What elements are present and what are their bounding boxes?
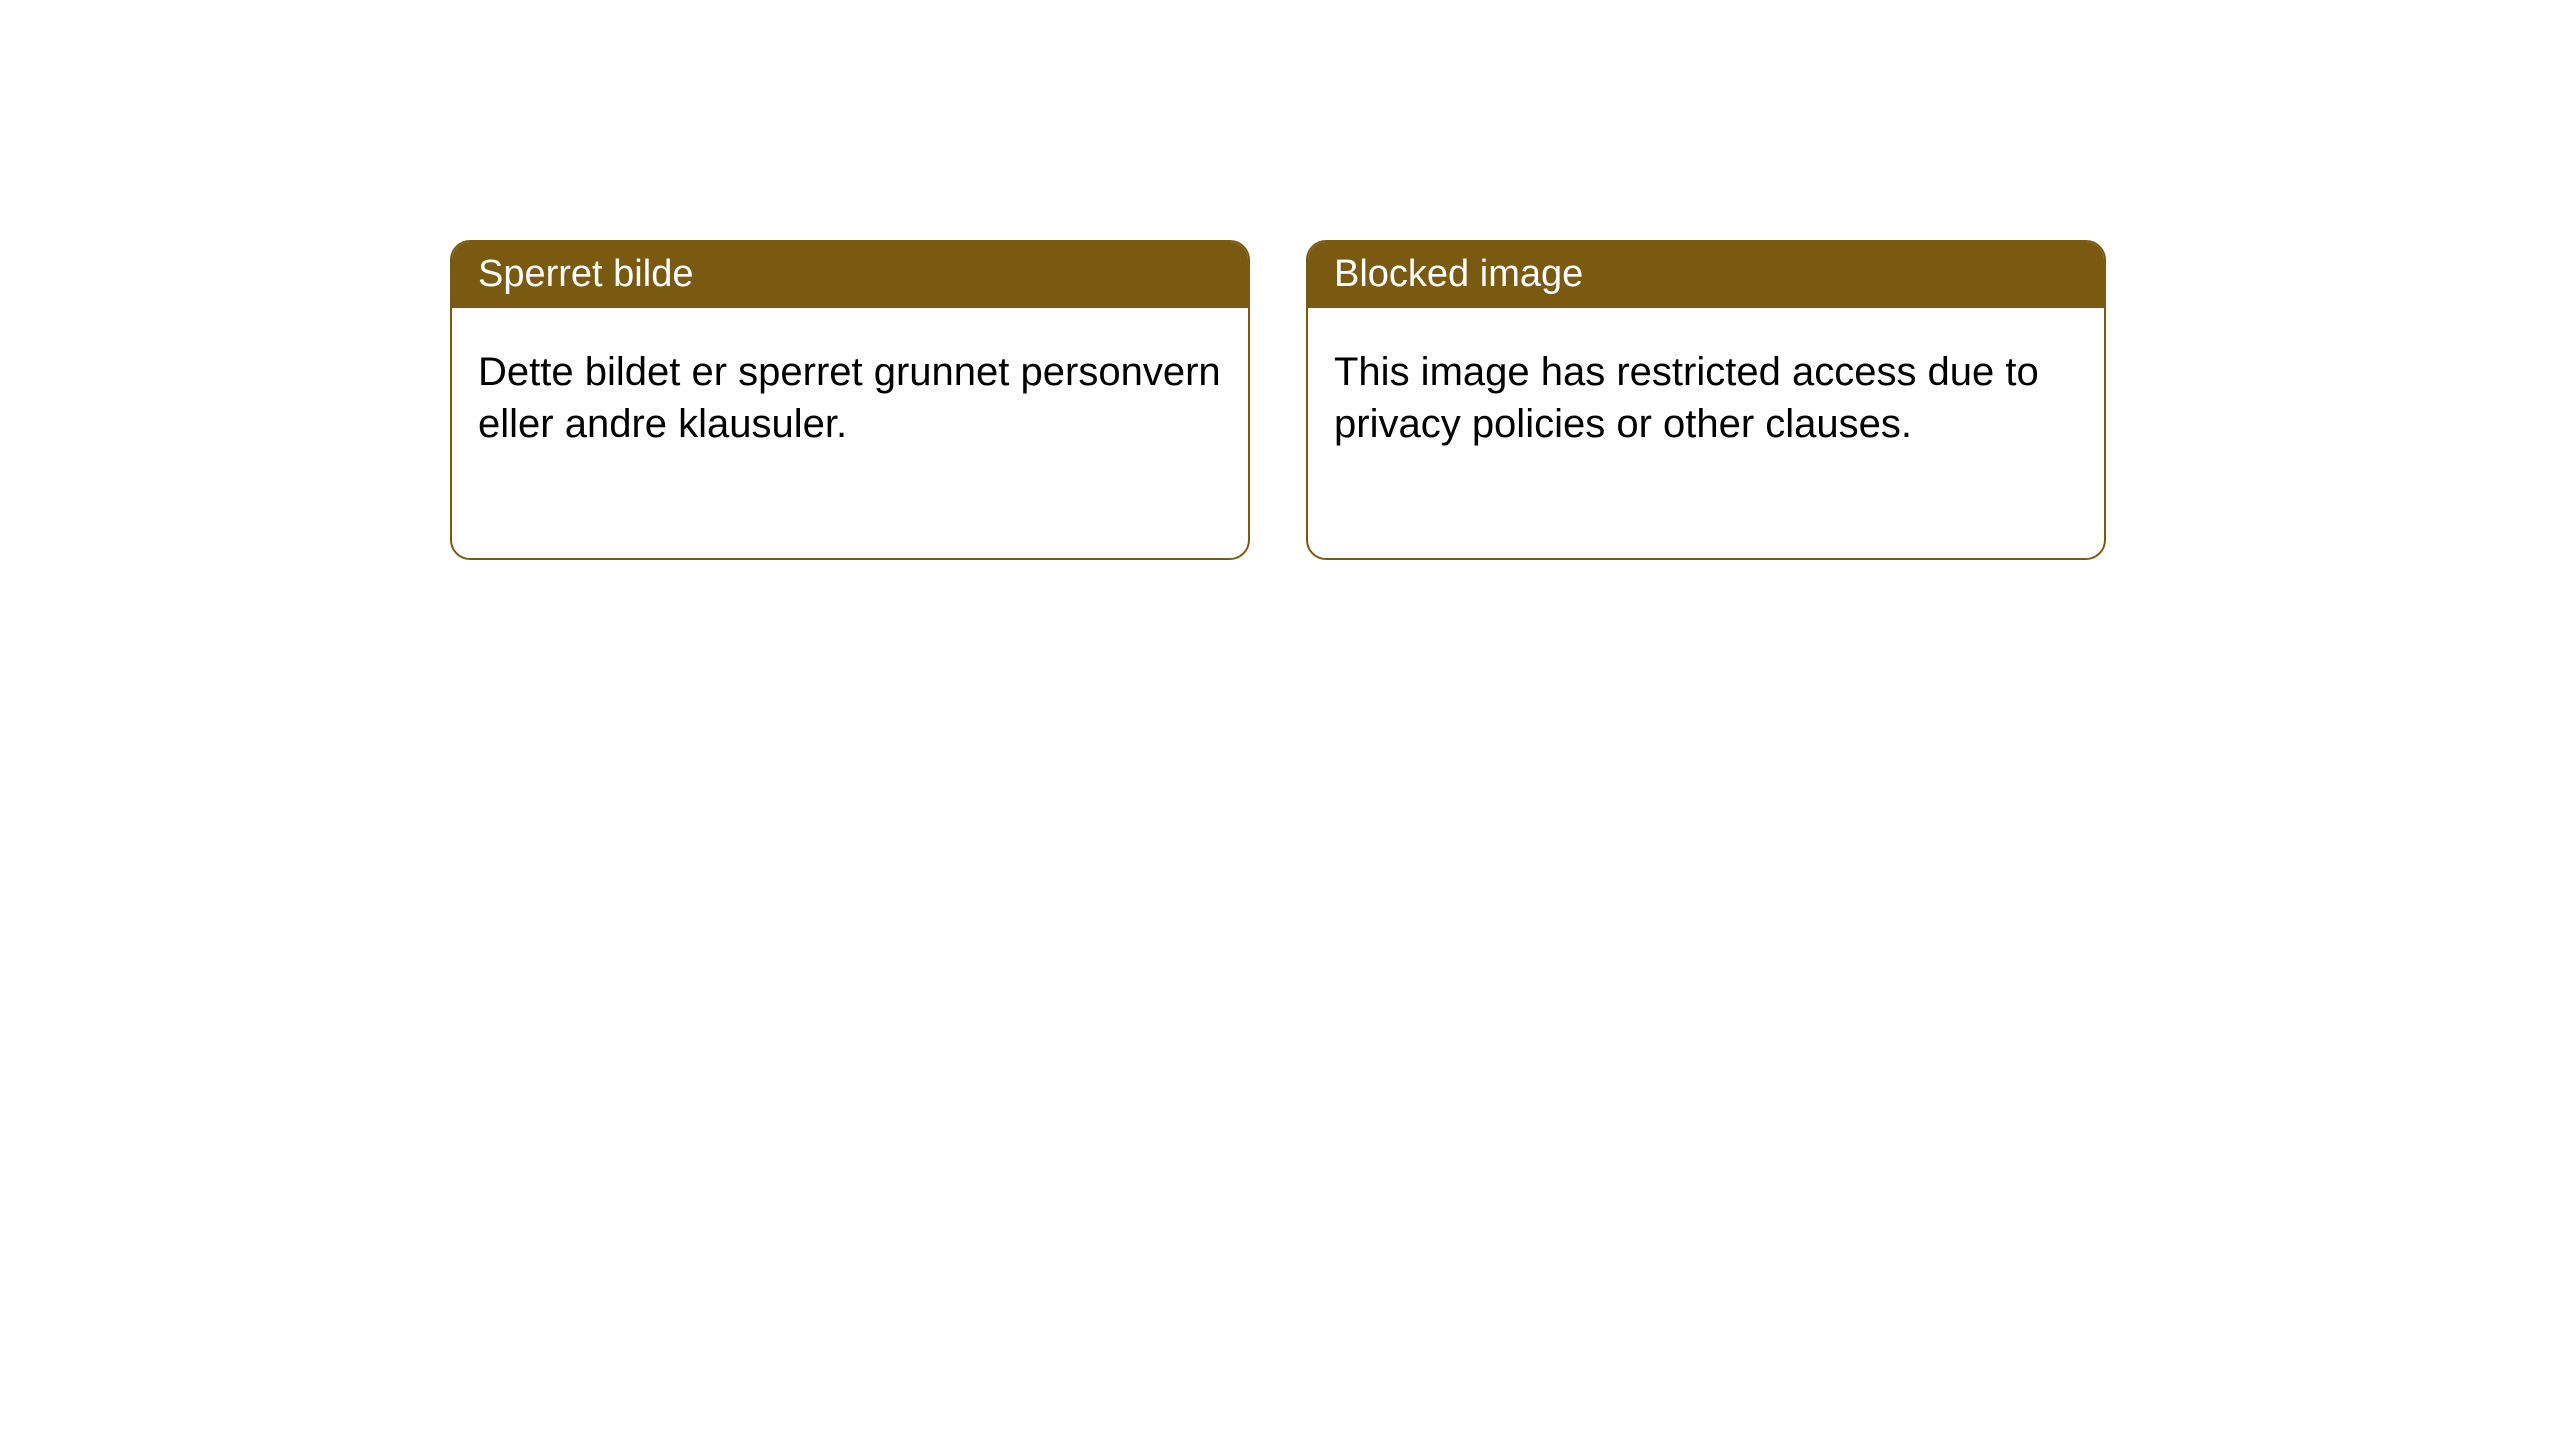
notice-card-norwegian: Sperret bilde Dette bildet er sperret gr… — [450, 240, 1250, 560]
notice-card-english: Blocked image This image has restricted … — [1306, 240, 2106, 560]
notice-card-body: Dette bildet er sperret grunnet personve… — [452, 308, 1248, 558]
notice-card-body: This image has restricted access due to … — [1308, 308, 2104, 558]
notice-card-title: Sperret bilde — [478, 253, 693, 295]
notice-cards-container: Sperret bilde Dette bildet er sperret gr… — [450, 240, 2106, 560]
notice-card-header: Sperret bilde — [452, 242, 1248, 308]
notice-card-body-text: This image has restricted access due to … — [1334, 350, 2039, 446]
notice-card-body-text: Dette bildet er sperret grunnet personve… — [478, 350, 1221, 446]
notice-card-title: Blocked image — [1334, 253, 1583, 295]
notice-card-header: Blocked image — [1308, 242, 2104, 308]
